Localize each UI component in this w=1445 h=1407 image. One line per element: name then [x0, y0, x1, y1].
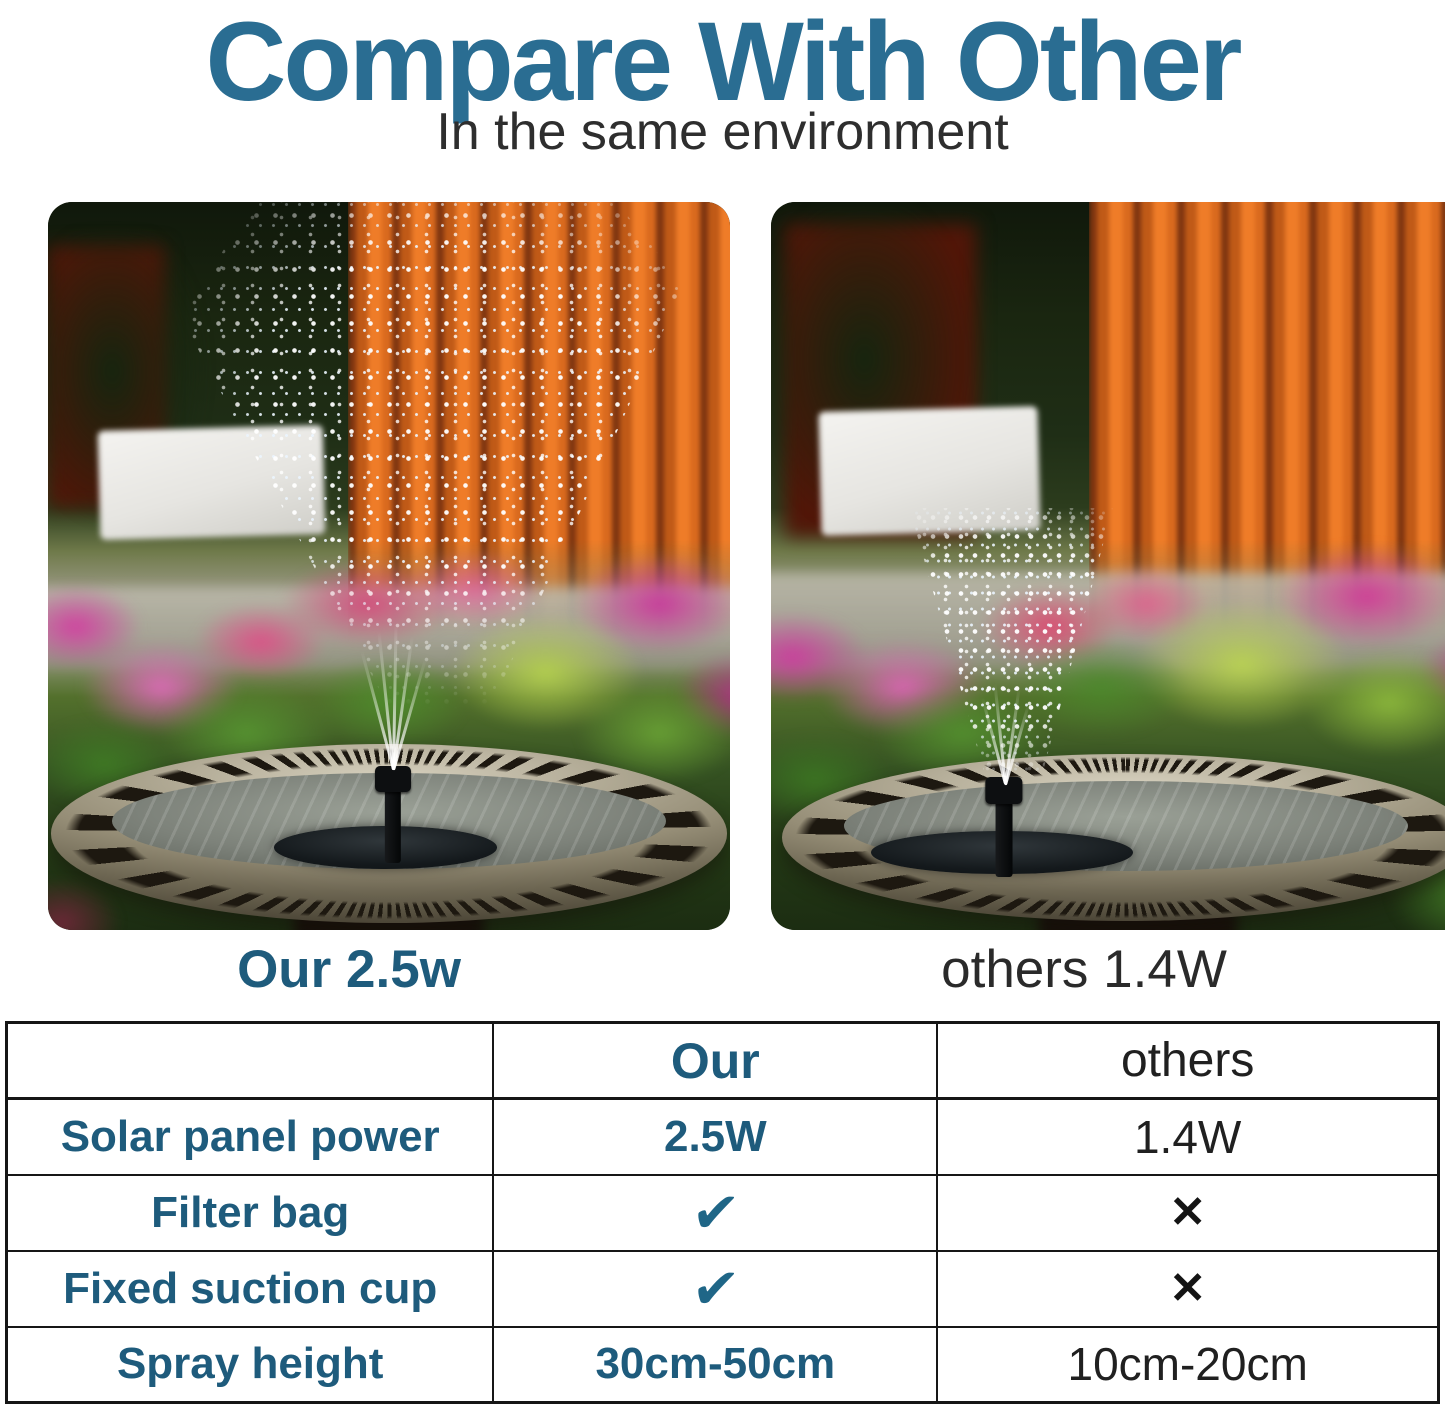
feature-label: Filter bag — [5, 1173, 495, 1252]
table-row-spray-height: Spray height 30cm-50cm 10cm-20cm — [5, 1325, 1440, 1404]
our-photo-label: Our 2.5w — [237, 940, 461, 999]
column-header-our: Our — [492, 1021, 939, 1100]
checkmark-icon: ✔ — [688, 1180, 743, 1244]
column-header-others: others — [936, 1021, 1440, 1100]
others-value: ✕ — [936, 1173, 1440, 1252]
feature-label: Fixed suction cup — [5, 1249, 495, 1328]
our-value: 2.5W — [492, 1097, 939, 1176]
x-mark-icon: ✕ — [1169, 1187, 1207, 1237]
our-value: ✔ — [492, 1249, 939, 1328]
our-value: 30cm-50cm — [492, 1325, 939, 1404]
feature-label: Solar panel power — [5, 1097, 495, 1176]
corner-cell — [5, 1021, 495, 1100]
others-product-photo — [771, 202, 1445, 930]
page-subtitle: In the same environment — [436, 103, 1009, 161]
our-product-photo — [48, 202, 730, 930]
table-header-row: Our others — [5, 1021, 1440, 1100]
pump-body — [995, 798, 1013, 878]
page-title: Compare With Other — [205, 0, 1243, 124]
pump-nozzle — [375, 766, 412, 792]
others-value: ✕ — [936, 1249, 1440, 1328]
comparison-table: Our others Solar panel power 2.5W 1.4W F… — [5, 1021, 1440, 1404]
x-mark-icon: ✕ — [1169, 1263, 1207, 1313]
others-value: 1.4W — [936, 1097, 1440, 1176]
checkmark-icon: ✔ — [688, 1256, 743, 1320]
table-row-filter-bag: Filter bag ✔ ✕ — [5, 1173, 1440, 1252]
others-value: 10cm-20cm — [936, 1325, 1440, 1404]
fountain-pump — [366, 766, 421, 863]
table-row-solar-panel-power: Solar panel power 2.5W 1.4W — [5, 1097, 1440, 1176]
feature-label: Spray height — [5, 1325, 495, 1404]
others-photo-label: others 1.4W — [941, 940, 1227, 999]
birdbath-bowl — [781, 753, 1445, 922]
our-value: ✔ — [492, 1173, 939, 1252]
fountain-pump — [976, 777, 1032, 878]
pump-body — [384, 787, 402, 863]
table-row-fixed-suction-cup: Fixed suction cup ✔ ✕ — [5, 1249, 1440, 1328]
